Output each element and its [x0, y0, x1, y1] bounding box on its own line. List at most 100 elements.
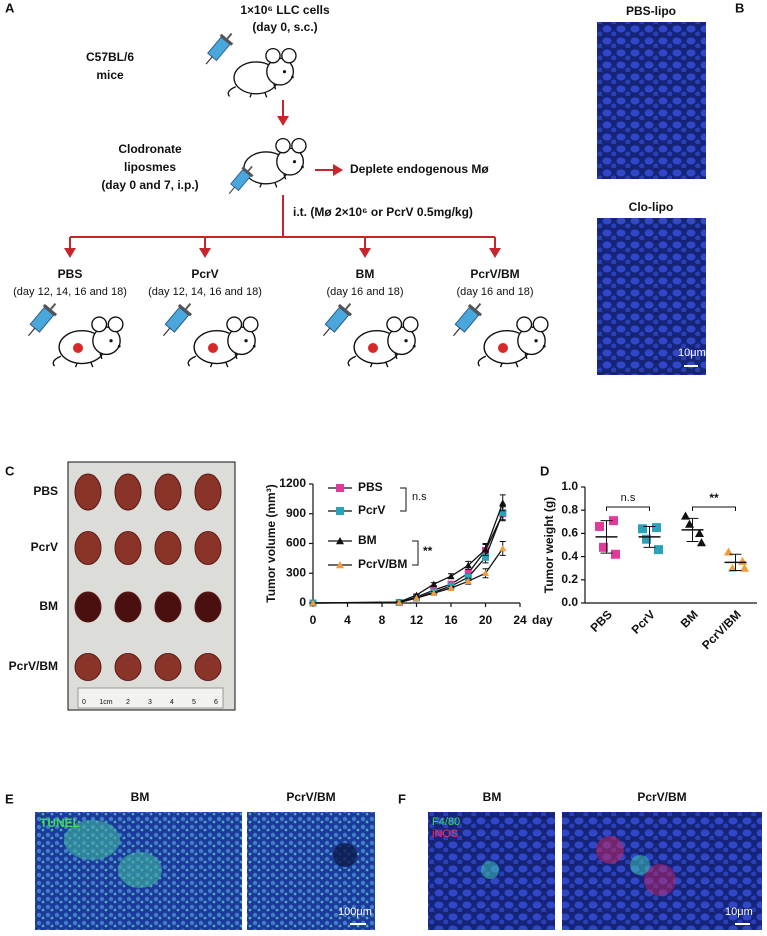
data-point — [499, 544, 507, 552]
micrograph — [562, 812, 762, 930]
y-axis-label: Tumor volume (mm³) — [264, 484, 278, 602]
row-label: BM — [39, 599, 58, 613]
treatment-line: liposmes — [124, 160, 176, 174]
sd-bar — [729, 553, 742, 572]
y-tick-label: 0 — [299, 595, 306, 609]
row-label: PcrV — [31, 540, 58, 554]
tumor — [154, 653, 182, 681]
arrow-head — [489, 248, 501, 258]
data-point — [482, 545, 489, 553]
bracket — [692, 506, 736, 511]
micrograph — [247, 812, 375, 930]
micrograph — [597, 22, 706, 179]
ruler-label: 3 — [148, 699, 152, 706]
scale-label: 10μm — [678, 347, 706, 359]
image-title: BM — [483, 790, 502, 804]
tumor-icon — [368, 343, 378, 353]
row-label: PcrV/BM — [9, 659, 58, 673]
stain-label: F4/80 — [432, 816, 460, 828]
group-name: PcrV — [191, 267, 218, 281]
data-point — [309, 599, 317, 606]
data-point — [464, 573, 472, 581]
tumor — [114, 653, 142, 681]
image-title: PcrV/BM — [637, 790, 686, 804]
f480-signal — [481, 861, 499, 879]
treatment-line: Clodronate — [118, 142, 182, 156]
panel-label: D — [540, 463, 549, 478]
y-tick-label: 300 — [286, 565, 306, 579]
x-tick-label: 0 — [310, 613, 317, 627]
tumor — [154, 531, 182, 565]
scale-label: 10μm — [725, 906, 753, 918]
tumor — [114, 591, 142, 623]
panel-label: A — [5, 0, 15, 15]
group-name: PBS — [58, 267, 83, 281]
y-tick-label: 0.2 — [561, 572, 578, 586]
panel-label: F — [398, 791, 406, 806]
legend-marker — [336, 507, 344, 515]
treatment-line: (day 0 and 7, i.p.) — [101, 178, 198, 192]
ruler-label: 0 — [82, 699, 86, 706]
image-title: BM — [131, 790, 150, 804]
data-point — [499, 509, 507, 517]
bracket — [400, 487, 407, 512]
injection-text: i.t. (Mø 2×10⁶ or PcrV 0.5mg/kg) — [293, 205, 473, 219]
x-tick-label: 20 — [479, 613, 493, 627]
legend-marker — [336, 484, 344, 492]
data-point — [685, 519, 694, 528]
ruler-label: 4 — [170, 699, 174, 706]
ruler-label: 1cm — [99, 699, 112, 706]
group-days: (day 12, 14, 16 and 18) — [13, 286, 127, 298]
tumor-icon — [73, 343, 83, 353]
group-days: (day 16 and 18) — [456, 286, 533, 298]
y-tick-label: 0.8 — [561, 502, 578, 516]
ruler-label: 2 — [126, 699, 130, 706]
tumor — [194, 591, 222, 623]
group-days: (day 16 and 18) — [326, 286, 403, 298]
legend-marker — [336, 561, 344, 569]
sd-bar — [643, 525, 656, 548]
arrow-head — [277, 116, 289, 126]
annotation: ** — [423, 544, 433, 558]
effect-text: Deplete endogenous Mø — [350, 162, 489, 176]
legend-label: PBS — [358, 480, 383, 494]
data-point — [482, 553, 489, 561]
cells-text: 1×10⁶ LLC cells — [240, 3, 330, 17]
tumor — [114, 531, 142, 565]
data-point — [642, 534, 651, 544]
legend-label: PcrV — [358, 503, 385, 517]
stain-label: iNOS — [432, 828, 458, 840]
data-point — [499, 499, 507, 506]
y-tick-label: 1200 — [279, 476, 306, 490]
x-tick-label: 16 — [444, 613, 458, 627]
strain: C57BL/6 — [86, 50, 134, 64]
data-point — [447, 584, 455, 591]
y-tick-label: 0.6 — [561, 526, 578, 540]
tumor — [194, 473, 222, 511]
x-tick-label: 8 — [379, 613, 386, 627]
ruler-label: 5 — [192, 699, 196, 706]
tumor-icon — [498, 343, 508, 353]
x-axis-label: day — [532, 613, 553, 627]
data-point — [482, 569, 489, 577]
data-point — [654, 545, 663, 555]
data-point — [740, 563, 749, 572]
data-point — [609, 516, 618, 526]
data-point — [599, 542, 608, 552]
data-point — [464, 577, 472, 584]
data-point — [430, 589, 438, 596]
ruler — [77, 687, 224, 709]
row-label: PBS — [33, 484, 58, 498]
image-title: Clo-lipo — [629, 200, 674, 214]
y-tick-label: 1.0 — [561, 479, 578, 493]
tumor — [194, 531, 222, 565]
x-tick-label: 24 — [513, 613, 527, 627]
tumor — [154, 473, 182, 511]
data-point — [430, 580, 438, 587]
necrotic-area — [333, 843, 357, 867]
data-point — [724, 547, 733, 556]
scale-label: 100μm — [338, 906, 372, 918]
x-tick-label: 4 — [344, 613, 351, 627]
strain-word: mice — [96, 68, 124, 82]
